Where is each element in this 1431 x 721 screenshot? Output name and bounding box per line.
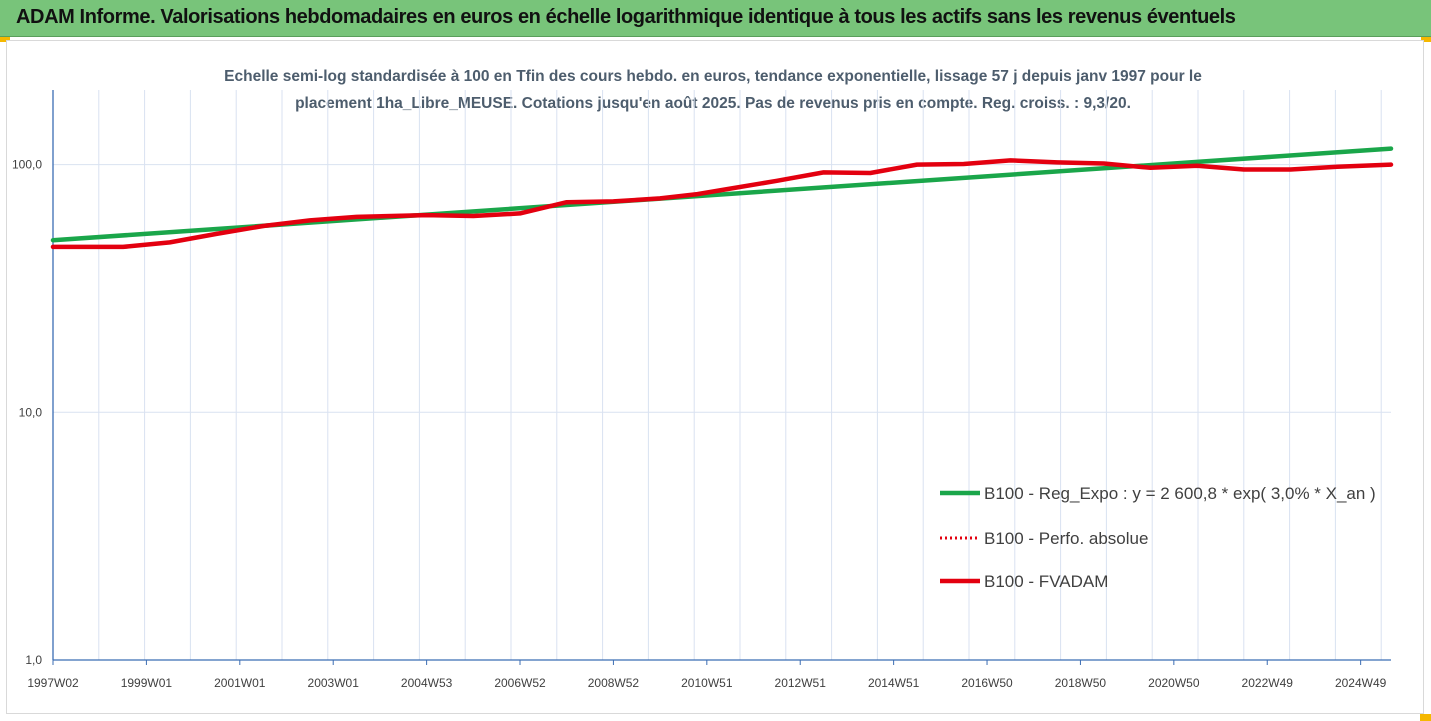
x-tick-label: 2016W50 [961, 676, 1013, 690]
page-title: ADAM Informe. Valorisations hebdomadaire… [16, 6, 1236, 28]
series-line-1 [51, 158, 1393, 249]
y-tick-label: 10,0 [19, 405, 43, 419]
chart-subtitle-line-1: Echelle semi-log standardisée à 100 en T… [224, 68, 1202, 85]
x-tick-label: 2010W51 [681, 676, 733, 690]
x-tick-label: 2008W52 [588, 676, 640, 690]
x-tick-label: 2022W49 [1242, 676, 1294, 690]
series-line-2 [50, 158, 1394, 250]
legend-label-2: B100 - FVADAM [984, 572, 1108, 591]
x-tick-label: 2003W01 [308, 676, 360, 690]
axes: 1,0 10,0 100,0 1997W02 1999W01 2001W01 2003W01… [12, 90, 1391, 690]
legend-label-1: B100 - Perfo. absolue [984, 529, 1148, 548]
x-tick-label: 2001W01 [214, 676, 266, 690]
x-tick-label: 2024W49 [1335, 676, 1387, 690]
series [50, 146, 1394, 250]
y-tick-label: 1,0 [25, 653, 42, 667]
x-tick-label: 1997W02 [27, 676, 79, 690]
legend: B100 - Reg_Expo : y = 2 600,8 * exp( 3,0… [940, 484, 1376, 591]
grid [53, 90, 1391, 660]
corner-accent-top-right [1421, 37, 1431, 42]
legend-label-0: B100 - Reg_Expo : y = 2 600,8 * exp( 3,0… [984, 484, 1376, 503]
x-tick-label: 2018W50 [1055, 676, 1107, 690]
x-tick-label: 2012W51 [775, 676, 827, 690]
header-banner: ADAM Informe. Valorisations hebdomadaire… [0, 0, 1431, 37]
x-tick-label: 2004W53 [401, 676, 453, 690]
corner-accent-bottom-right [1420, 714, 1431, 721]
chart-frame [6, 40, 1424, 714]
x-tick-label: 2014W51 [868, 676, 920, 690]
y-tick-label: 100,0 [12, 158, 42, 172]
x-tick-label: 2006W52 [494, 676, 546, 690]
corner-accent-top-left [0, 37, 10, 42]
chart-subtitle-line-2: placement 1ha_Libre_MEUSE. Cotations jus… [295, 95, 1131, 112]
x-tick-label: 1999W01 [121, 676, 173, 690]
x-tick-label: 2020W50 [1148, 676, 1200, 690]
